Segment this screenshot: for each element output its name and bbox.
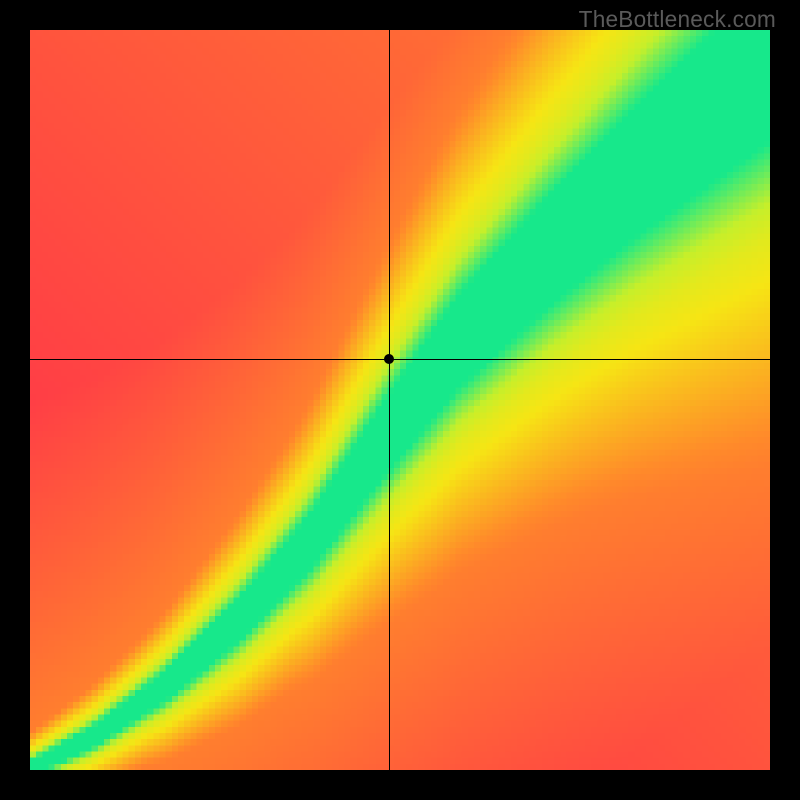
figure-outer: TheBottleneck.com (0, 0, 800, 800)
crosshair-vertical (389, 30, 390, 770)
selection-marker[interactable] (384, 354, 394, 364)
crosshair-horizontal (30, 359, 770, 360)
heatmap-plot (30, 30, 770, 770)
heatmap-canvas (30, 30, 770, 770)
watermark-text: TheBottleneck.com (579, 6, 776, 33)
